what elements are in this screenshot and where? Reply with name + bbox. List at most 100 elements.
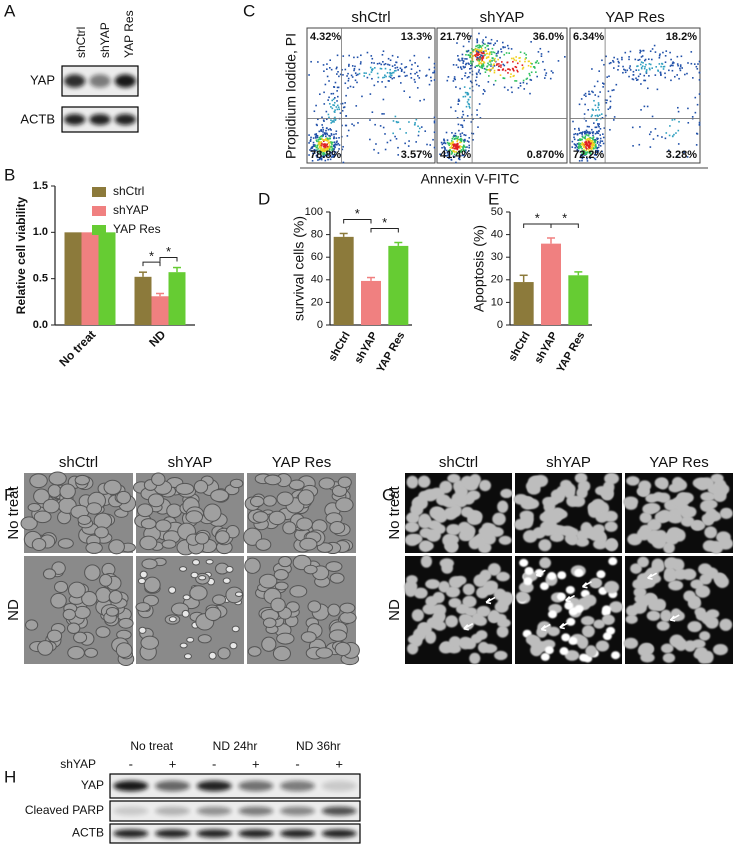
event-dot xyxy=(453,153,456,156)
event-dot xyxy=(328,67,331,69)
event-dot xyxy=(591,68,593,70)
event-dot xyxy=(376,62,379,65)
event-dot xyxy=(599,128,602,130)
event-dot xyxy=(384,148,387,151)
event-dot xyxy=(616,58,619,60)
event-dot xyxy=(595,149,597,152)
y-axis-label: Relative cell viability xyxy=(14,196,28,314)
event-dot xyxy=(345,94,347,97)
micrograph xyxy=(243,473,356,555)
event-dot xyxy=(397,146,399,149)
event-dot xyxy=(588,93,590,95)
nucleus xyxy=(482,643,498,654)
event-dot xyxy=(490,63,492,66)
blot-h xyxy=(109,800,361,822)
event-dot xyxy=(326,75,329,78)
event-dot xyxy=(575,145,578,148)
event-dot xyxy=(483,67,486,70)
cell xyxy=(297,489,315,506)
event-dot xyxy=(607,90,610,93)
nucleus xyxy=(564,601,574,610)
cell xyxy=(50,592,67,609)
event-dot xyxy=(583,149,585,151)
nucleus xyxy=(525,634,538,645)
event-dot xyxy=(605,101,608,104)
event-dot xyxy=(530,65,532,68)
blot-band xyxy=(321,829,357,838)
event-dot xyxy=(391,65,394,67)
event-dot xyxy=(400,70,403,73)
event-dot xyxy=(487,69,490,71)
event-dot xyxy=(369,138,371,141)
event-dot xyxy=(315,137,317,139)
event-dot xyxy=(485,57,488,60)
event-dot xyxy=(644,65,646,68)
event-dot xyxy=(475,83,478,86)
event-dot xyxy=(585,149,588,151)
event-dot xyxy=(576,148,579,151)
event-dot xyxy=(470,60,472,63)
event-dot xyxy=(462,146,464,148)
event-dot xyxy=(425,74,428,77)
event-dot xyxy=(478,53,481,56)
event-dot xyxy=(414,81,416,83)
nucleus xyxy=(713,643,728,656)
cell xyxy=(307,600,322,613)
event-dot xyxy=(458,156,461,159)
event-dot xyxy=(613,89,615,91)
event-dot xyxy=(488,42,491,45)
x-tick-label: shYAP xyxy=(352,330,380,366)
cell xyxy=(278,556,292,568)
event-dot xyxy=(506,44,509,47)
event-dot xyxy=(536,75,538,78)
event-dot xyxy=(476,65,479,67)
cell xyxy=(183,653,192,660)
event-dot xyxy=(502,69,504,71)
event-dot xyxy=(613,67,615,69)
event-dot xyxy=(687,62,689,64)
event-dot xyxy=(381,53,384,56)
event-dot xyxy=(503,77,506,80)
event-dot xyxy=(311,149,313,152)
nucleus xyxy=(538,539,552,552)
panel-letter: E xyxy=(488,189,499,208)
event-dot xyxy=(485,36,487,39)
event-dot xyxy=(457,103,460,105)
event-dot xyxy=(404,75,407,77)
event-dot xyxy=(329,59,332,61)
event-dot xyxy=(643,67,646,70)
event-dot xyxy=(598,144,600,146)
event-dot xyxy=(476,41,479,44)
event-dot xyxy=(594,158,597,161)
event-dot xyxy=(325,149,327,152)
legend-swatch xyxy=(92,187,106,197)
event-dot xyxy=(649,50,652,53)
event-dot xyxy=(509,69,511,71)
event-dot xyxy=(593,147,595,150)
event-dot xyxy=(577,139,580,141)
nucleus xyxy=(673,568,688,580)
cell xyxy=(141,558,158,570)
event-dot xyxy=(599,145,602,147)
event-dot xyxy=(597,146,600,149)
event-dot xyxy=(395,138,398,140)
event-dot xyxy=(450,153,453,155)
event-dot xyxy=(325,118,328,121)
event-dot xyxy=(401,68,403,71)
event-dot xyxy=(529,78,532,81)
event-dot xyxy=(519,57,521,59)
cell xyxy=(74,474,90,486)
event-dot xyxy=(650,58,653,61)
event-dot xyxy=(669,125,671,127)
event-dot xyxy=(579,139,582,141)
event-dot xyxy=(592,91,594,94)
event-dot xyxy=(322,140,325,143)
event-dot xyxy=(318,146,321,149)
event-dot xyxy=(408,96,411,99)
event-dot xyxy=(463,134,466,136)
event-dot xyxy=(471,55,474,58)
event-dot xyxy=(450,140,453,142)
event-dot xyxy=(476,54,479,57)
event-dot xyxy=(591,90,593,93)
quadrant-percent: 41.4% xyxy=(440,149,471,161)
